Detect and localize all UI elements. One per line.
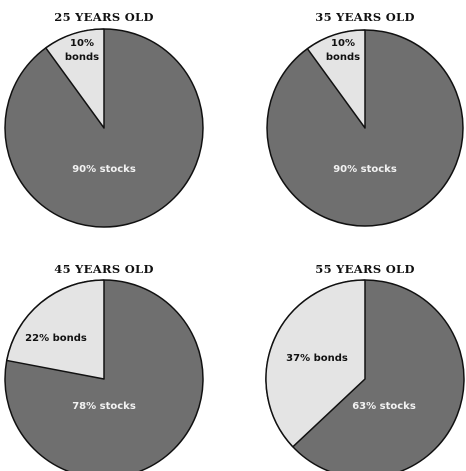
chart-title: 35 YEARS OLD [315, 10, 414, 24]
chart-panel: 55 YEARS OLD 63% stocks 37% bonds [265, 262, 465, 471]
pie-slice-bonds [6, 279, 105, 380]
chart-panel: 25 YEARS OLD 90% stocks 10% bonds [4, 10, 204, 228]
pie-chart: 90% stocks 10% bonds [4, 28, 204, 228]
pie-chart: 90% stocks 10% bonds [266, 29, 464, 227]
pie-slice-bonds [265, 279, 366, 448]
chart-panel: 35 YEARS OLD 90% stocks 10% bonds [266, 10, 464, 227]
slice-label-stocks: 63% stocks [352, 401, 416, 412]
slice-label-bonds: bonds [65, 52, 99, 63]
slice-label-bonds: 22% bonds [25, 333, 87, 344]
slice-label-bonds: 37% bonds [286, 353, 348, 364]
slice-label-stocks: 90% stocks [72, 164, 136, 175]
chart-title: 55 YEARS OLD [315, 262, 414, 276]
pie-slice-bonds [45, 28, 105, 129]
chart-title: 25 YEARS OLD [54, 10, 153, 24]
slice-label-bonds: 10% [331, 38, 355, 49]
slice-label-bonds: bonds [326, 52, 360, 63]
chart-title: 45 YEARS OLD [54, 262, 153, 276]
pie-chart: 63% stocks 37% bonds [265, 279, 465, 471]
slice-label-bonds: 10% [70, 38, 94, 49]
pie-slice-bonds [306, 29, 366, 129]
slice-label-stocks: 78% stocks [72, 401, 136, 412]
slice-label-stocks: 90% stocks [333, 164, 397, 175]
pie-chart: 78% stocks 22% bonds [4, 279, 204, 471]
chart-panel: 45 YEARS OLD 78% stocks 22% bonds [4, 262, 204, 471]
